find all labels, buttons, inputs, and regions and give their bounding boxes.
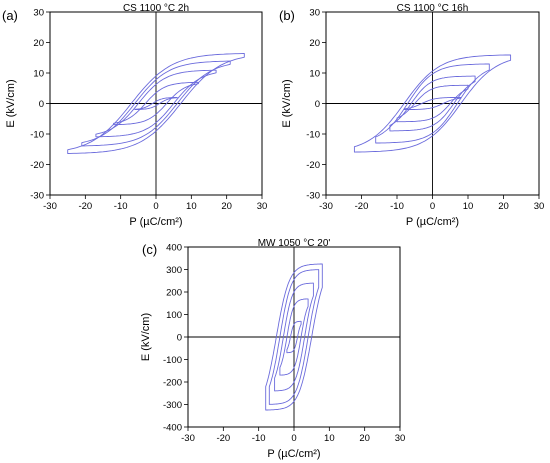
panel-c-loop-3	[274, 282, 314, 392]
panel-a-ylabel: E (kV/cm)	[5, 79, 17, 127]
panel-b-loop-4	[375, 63, 490, 144]
panel-a-xtick-label: 30	[257, 201, 268, 212]
panel-b-loop-5	[353, 54, 512, 153]
panel-c-ytick-label: -200	[163, 378, 182, 389]
panel-c-xtick-label: 10	[324, 433, 335, 444]
panel-a-xtick-label: -30	[43, 201, 57, 212]
panel-c-xlabel: P (µC/cm²)	[267, 448, 320, 460]
panel-b-ytick-label: 0	[315, 99, 320, 110]
panel-c-loop-2	[279, 298, 309, 376]
panel-a-label: (a)	[2, 8, 18, 23]
panel-c-ytick-label: 100	[166, 310, 182, 321]
panel-a-xtick-label: 20	[221, 201, 232, 212]
panel-c-xtick-label: -30	[181, 433, 195, 444]
panel-b-xtick-label: 10	[463, 201, 474, 212]
panel-a-xtick-label: 10	[186, 201, 197, 212]
panel-a-xtick-label: -20	[78, 201, 92, 212]
panel-a-ytick-label: 0	[39, 99, 44, 110]
panel-b-ytick-label: 30	[309, 8, 320, 19]
panel-c-title: MW 1050 °C 20'	[258, 238, 331, 249]
panel-a-loop-5	[67, 53, 245, 154]
panel-c-ytick-label: 0	[177, 333, 182, 344]
panel-b-ytick-label: -20	[306, 160, 320, 171]
panel-b-ytick-label: -30	[306, 191, 320, 202]
panel-b-xtick-label: -20	[355, 201, 369, 212]
panel-c-loop-4	[268, 269, 320, 405]
panel-a-loop-2	[113, 81, 199, 126]
panel-a-ytick-label: 10	[33, 69, 44, 80]
panel-b-ylabel: E (kV/cm)	[281, 79, 293, 127]
panel-a-loop-1	[134, 97, 178, 110]
panel-a-xtick-label: 0	[153, 201, 158, 212]
panel-b-label: (b)	[279, 8, 295, 23]
panel-c-ytick-label: -100	[163, 355, 182, 366]
panel-c-xtick-label: 30	[395, 433, 406, 444]
panel-a-loop-3	[95, 69, 217, 138]
panel-c-loop-5	[265, 263, 323, 411]
panel-b-ytick-label: 10	[309, 69, 320, 80]
panel-c-xtick-label: -10	[252, 433, 266, 444]
panel-c-loop-1	[286, 320, 302, 354]
panel-c-ytick-label: 400	[166, 243, 182, 254]
panel-a-xtick-label: -10	[114, 201, 128, 212]
panel-b-xtick-label: 30	[534, 201, 545, 212]
panel-b-xtick-label: 0	[430, 201, 435, 212]
panel-a-ytick-label: -30	[30, 191, 44, 202]
panel-b-title: CS 1100 °C 16h	[397, 3, 469, 14]
panel-a-title: CS 1100 °C 2h	[123, 3, 189, 14]
panel-a-ytick-label: -10	[30, 130, 44, 141]
panel-c-ylabel: E (kV/cm)	[140, 313, 152, 361]
panel-b-loop-3	[389, 75, 476, 132]
panel-c-xtick-label: -20	[216, 433, 230, 444]
panel-b-ytick-label: 20	[309, 38, 320, 49]
panel-c-label: (c)	[142, 242, 157, 257]
panel-b-xtick-label: 20	[498, 201, 509, 212]
panel-b-xlabel: P (µC/cm²)	[406, 216, 459, 228]
panel-c-ytick-label: 300	[166, 265, 182, 276]
panel-b-loop-2	[396, 84, 469, 123]
panel-c-xtick-label: 0	[291, 433, 296, 444]
panel-a-ytick-label: -20	[30, 160, 44, 171]
panel-b-xtick-label: -30	[319, 201, 333, 212]
panel-a-ytick-label: 30	[33, 8, 44, 19]
panel-c-ytick-label: 200	[166, 288, 182, 299]
panel-b-ytick-label: -10	[306, 130, 320, 141]
panel-a-xlabel: P (µC/cm²)	[129, 216, 182, 228]
panel-a-ytick-label: 20	[33, 38, 44, 49]
panel-a-loop-4	[81, 60, 231, 147]
panel-c-xtick-label: 20	[359, 433, 370, 444]
panel-b-xtick-label: -10	[390, 201, 404, 212]
panel-c-ytick-label: -400	[163, 423, 182, 434]
panel-c-ytick-label: -300	[163, 400, 182, 411]
